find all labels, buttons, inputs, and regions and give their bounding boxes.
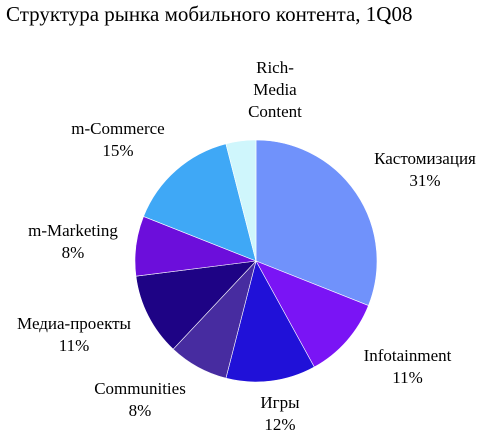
slice-infotainment	[255, 260, 369, 368]
label-communities-name: Communities	[94, 379, 186, 398]
label-rich-media-content: Rich- Media Content	[230, 57, 320, 123]
label-communities-value: 8%	[128, 401, 152, 420]
slice-igry	[225, 260, 315, 383]
label-rich-media-line-1: Rich-	[256, 58, 294, 77]
label-infotainment-name: Infotainment	[363, 346, 452, 365]
slice-rich-media-content	[225, 139, 257, 262]
slice-kastomizaciya	[255, 139, 378, 306]
label-infotainment-value: 11%	[392, 368, 423, 387]
label-m-marketing: m-Marketing 8%	[8, 220, 138, 264]
label-rich-media-line-3: Content	[248, 102, 302, 121]
label-igry-value: 12%	[264, 415, 296, 434]
label-media-proekty: Медиа-проекты 11%	[0, 313, 148, 357]
label-media-proekty-value: 11%	[58, 336, 90, 355]
label-rich-media-line-2: Media	[253, 80, 297, 99]
label-igry: Игры 12%	[240, 392, 320, 436]
slice-m-commerce	[143, 143, 257, 262]
label-m-marketing-value: 8%	[61, 243, 85, 262]
label-kastomizaciya-name: Кастомизация	[374, 149, 476, 168]
chart-title: Структура рынка мобильного контента, 1Q0…	[6, 2, 413, 26]
label-communities: Communities 8%	[70, 378, 210, 422]
slice-media-proekty	[135, 260, 257, 350]
label-m-marketing-name: m-Marketing	[28, 221, 118, 240]
label-kastomizaciya-value: 31%	[409, 171, 441, 190]
label-igry-name: Игры	[260, 393, 300, 412]
label-m-commerce-value: 15%	[102, 141, 134, 160]
label-m-commerce: m-Commerce 15%	[48, 118, 188, 162]
label-kastomizaciya: Кастомизация 31%	[355, 148, 494, 192]
label-infotainment: Infotainment 11%	[345, 345, 470, 389]
label-media-proekty-name: Медиа-проекты	[17, 314, 131, 333]
label-m-commerce-name: m-Commerce	[71, 119, 165, 138]
